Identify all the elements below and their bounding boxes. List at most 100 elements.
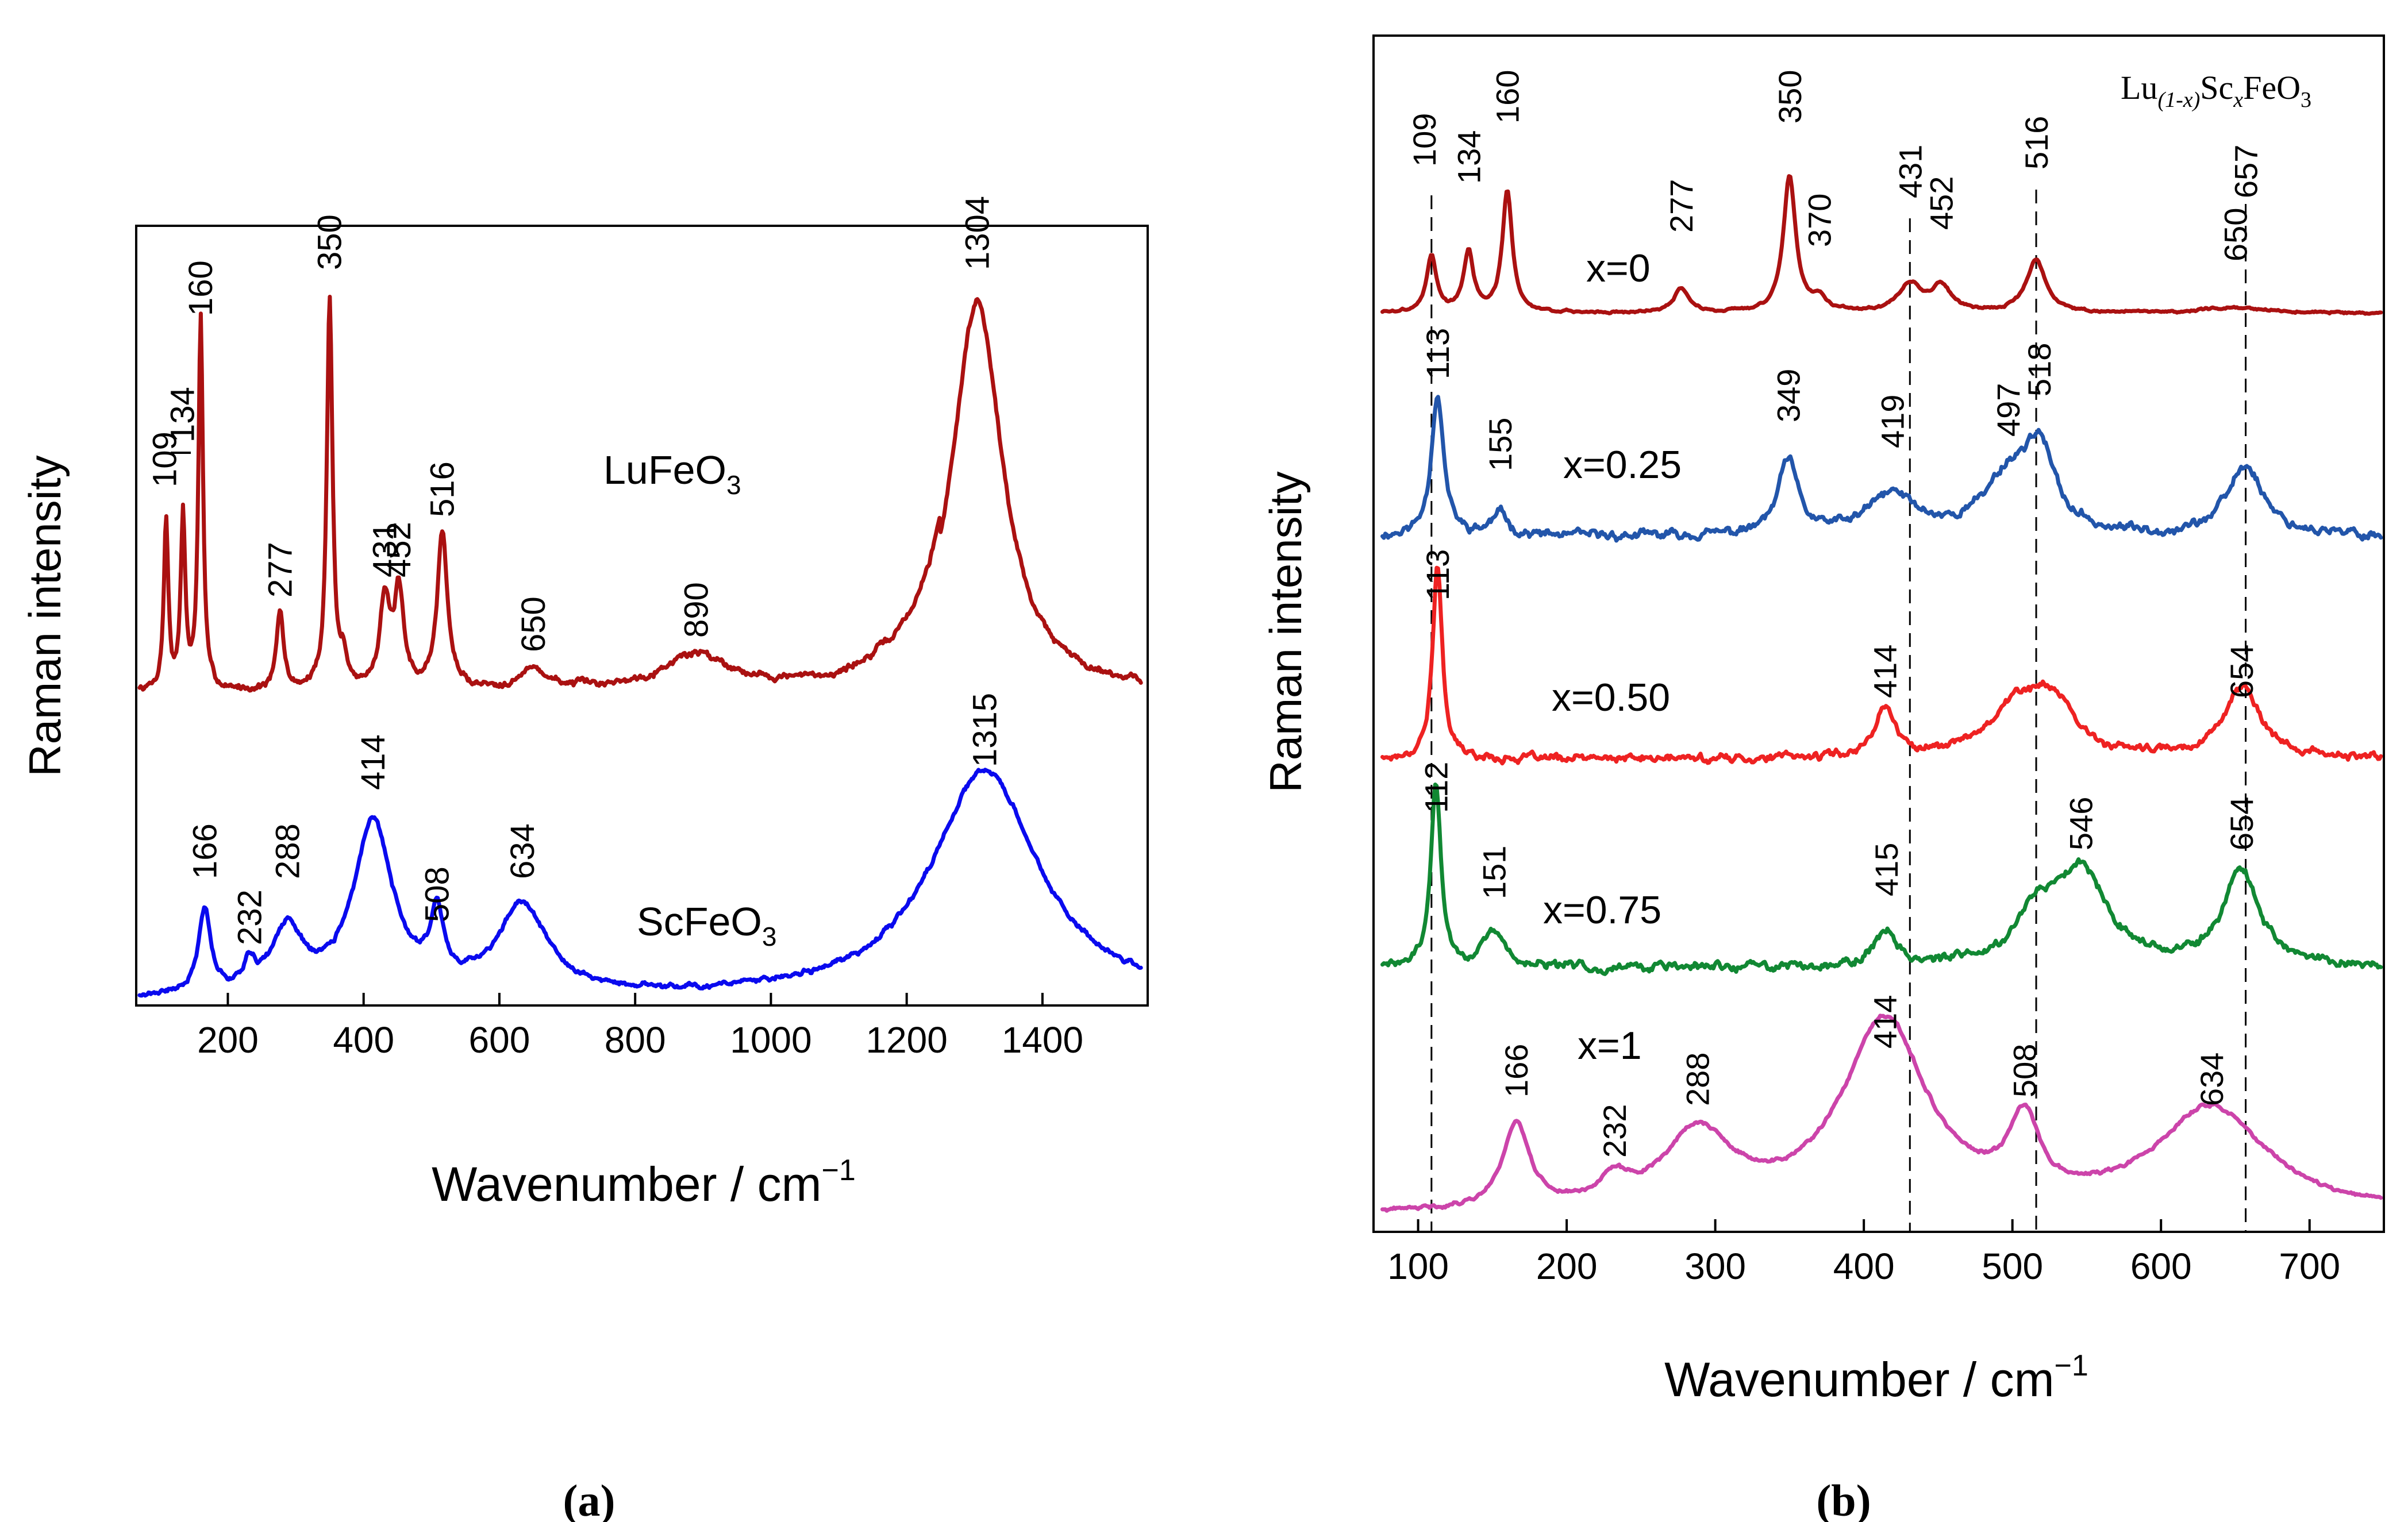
panel-b-peak-label: 654 bbox=[2224, 797, 2260, 850]
panel-b-peak-label: 113 bbox=[1420, 549, 1456, 600]
panel-a-peak-label: 431 bbox=[366, 522, 403, 577]
panel-a-traces bbox=[137, 295, 1143, 998]
panel-b-peak-label: 349 bbox=[1770, 369, 1806, 422]
panel-a-peak-label: 890 bbox=[678, 582, 715, 638]
panel-b-peak-label: 546 bbox=[2063, 797, 2099, 850]
panel-a-x-tick-label: 1200 bbox=[866, 1019, 947, 1061]
panel-b-peak-label: 419 bbox=[1874, 395, 1910, 448]
panel-b-x-axis-label: Wavenumber / cm−1 bbox=[1664, 1349, 2088, 1407]
panel-b-peak-label: 113 bbox=[1420, 328, 1456, 379]
panel-b-x-tick-label: 400 bbox=[1833, 1246, 1895, 1287]
series-label-x025: x=0.25 bbox=[1563, 443, 1682, 487]
panel-b-x-ticks: 100 200 300 400 500 600 700 bbox=[1387, 1219, 2340, 1287]
panel-b-peak-label: 415 bbox=[1868, 843, 1905, 896]
panel-a-peak-label: 277 bbox=[261, 542, 299, 598]
panel-a-x-label-sup: −1 bbox=[822, 1154, 856, 1187]
panel-b-traces bbox=[1380, 174, 2383, 1213]
panel-a-x-tick-label: 600 bbox=[469, 1019, 530, 1061]
panel-b-peak-label: 160 bbox=[1490, 70, 1526, 124]
panel-b-peak-label: 650 bbox=[2217, 208, 2253, 261]
panel-a-peak-label: 634 bbox=[504, 823, 541, 879]
panel-b-peak-label: 516 bbox=[2018, 116, 2055, 169]
panel-a-peak-label: 1304 bbox=[959, 196, 997, 270]
panel-b-x-tick-label: 100 bbox=[1387, 1246, 1449, 1287]
panel-b-peak-label: 112 bbox=[1418, 762, 1455, 813]
series-label-x050: x=0.50 bbox=[1552, 676, 1670, 719]
panel-b-peak-label: 370 bbox=[1802, 194, 1838, 247]
panel-b-trace-0 bbox=[1380, 174, 2383, 316]
panel-b-peak-label: 657 bbox=[2228, 145, 2264, 198]
panel-a-peak-label: 134 bbox=[164, 387, 201, 442]
panel-a-x-ticks: 200 400 600 800 1000 1200 1400 bbox=[197, 993, 1083, 1061]
panel-b-peak-label: 155 bbox=[1482, 418, 1518, 471]
panel-b-peak-label: 109 bbox=[1406, 113, 1443, 167]
panel-a-peak-label: 288 bbox=[269, 823, 306, 879]
panel-a-peak-label: 516 bbox=[424, 461, 461, 517]
panel-b-trace-1 bbox=[1380, 395, 2383, 543]
panel-b-peak-label: 518 bbox=[2021, 343, 2057, 396]
panel-b-peak-label: 508 bbox=[2006, 1044, 2042, 1097]
panel-b-x-tick-label: 700 bbox=[2279, 1246, 2340, 1287]
panel-a-peak-label: 508 bbox=[418, 866, 456, 922]
panel-b-title: Lu(1-x)ScxFeO3 bbox=[2121, 69, 2311, 112]
panel-a-y-axis-label: Raman intensity bbox=[20, 455, 70, 776]
panel-b-peak-label: 414 bbox=[1867, 995, 1903, 1049]
panel-a-x-label-text: Wavenumber / cm bbox=[432, 1157, 821, 1211]
panel-b-trace-2 bbox=[1380, 565, 2383, 766]
panel-b-peak-label: 350 bbox=[1772, 70, 1808, 124]
panel-b-peak-label: 497 bbox=[1990, 383, 2026, 437]
panel-a-trace-1 bbox=[137, 768, 1143, 998]
panel-b-peak-label: 151 bbox=[1476, 846, 1512, 899]
panel-a-trace-0 bbox=[137, 295, 1143, 693]
panel-b-peak-label: 654 bbox=[2224, 645, 2260, 698]
panel-a-peak-label: 350 bbox=[311, 214, 349, 270]
panel-a-caption: (a) bbox=[563, 1475, 616, 1522]
panel-a-frame bbox=[135, 225, 1149, 1007]
panel-a-peak-label: 160 bbox=[182, 260, 220, 316]
panel-a-x-tick-label: 200 bbox=[197, 1019, 259, 1061]
panel-a-peak-label: 452 bbox=[380, 522, 418, 577]
panel-a-peak-label: 166 bbox=[186, 823, 224, 879]
panel-b-x-tick-label: 200 bbox=[1536, 1246, 1598, 1287]
panel-a-peak-label: 109 bbox=[147, 431, 184, 487]
panel-b-trace-4 bbox=[1380, 1014, 2383, 1213]
panel-a-peak-label: 414 bbox=[355, 734, 392, 790]
panel-a-x-tick-label: 400 bbox=[333, 1019, 394, 1061]
panel-a-x-tick-label: 1000 bbox=[730, 1019, 811, 1061]
panel-b-caption: (b) bbox=[1816, 1475, 1871, 1522]
panel-a-x-tick-label: 800 bbox=[605, 1019, 666, 1061]
panel-b-peak-label: 452 bbox=[1924, 176, 1960, 230]
series-label-scfeo3: ScFeO3 bbox=[637, 899, 776, 951]
series-label-x0: x=0 bbox=[1586, 246, 1651, 290]
panel-b-peak-label: 288 bbox=[1680, 1053, 1716, 1106]
panel-a-peak-label: 232 bbox=[231, 889, 268, 945]
series-label-x1: x=1 bbox=[1578, 1024, 1642, 1068]
panel-b-x-label-sup: −1 bbox=[2055, 1349, 2088, 1382]
panel-b-peak-label: 134 bbox=[1451, 130, 1487, 184]
panel-b-x-tick-label: 300 bbox=[1684, 1246, 1746, 1287]
panel-b-peak-label: 431 bbox=[1892, 145, 1928, 198]
panel-b-frame bbox=[1372, 34, 2385, 1233]
panel-b-peak-label: 232 bbox=[1597, 1104, 1633, 1158]
series-label-lufeo3: LuFeO3 bbox=[603, 448, 741, 500]
panel-b-peak-label: 414 bbox=[1867, 645, 1903, 698]
panel-b-x-tick-label: 500 bbox=[1982, 1246, 2043, 1287]
panel-b-peak-label: 634 bbox=[2194, 1053, 2230, 1106]
panel-a-x-tick-label: 1400 bbox=[1002, 1019, 1083, 1061]
panel-b-peak-label: 277 bbox=[1663, 179, 1699, 233]
panel-a-peak-label: 650 bbox=[515, 596, 552, 652]
series-label-x075: x=0.75 bbox=[1543, 888, 1661, 932]
panel-b-x-tick-label: 600 bbox=[2130, 1246, 2192, 1287]
panel-b-trace-3 bbox=[1380, 783, 2383, 976]
panel-a-x-axis-label: Wavenumber / cm−1 bbox=[432, 1154, 856, 1211]
panel-b-reference-lines bbox=[1430, 190, 2247, 1232]
panel-b-peak-label: 166 bbox=[1498, 1044, 1534, 1097]
panel-a-peak-label: 1315 bbox=[967, 693, 1004, 767]
panel-b-y-axis-label: Raman intensity bbox=[1260, 471, 1311, 792]
panel-b-x-label-text: Wavenumber / cm bbox=[1664, 1353, 2054, 1407]
